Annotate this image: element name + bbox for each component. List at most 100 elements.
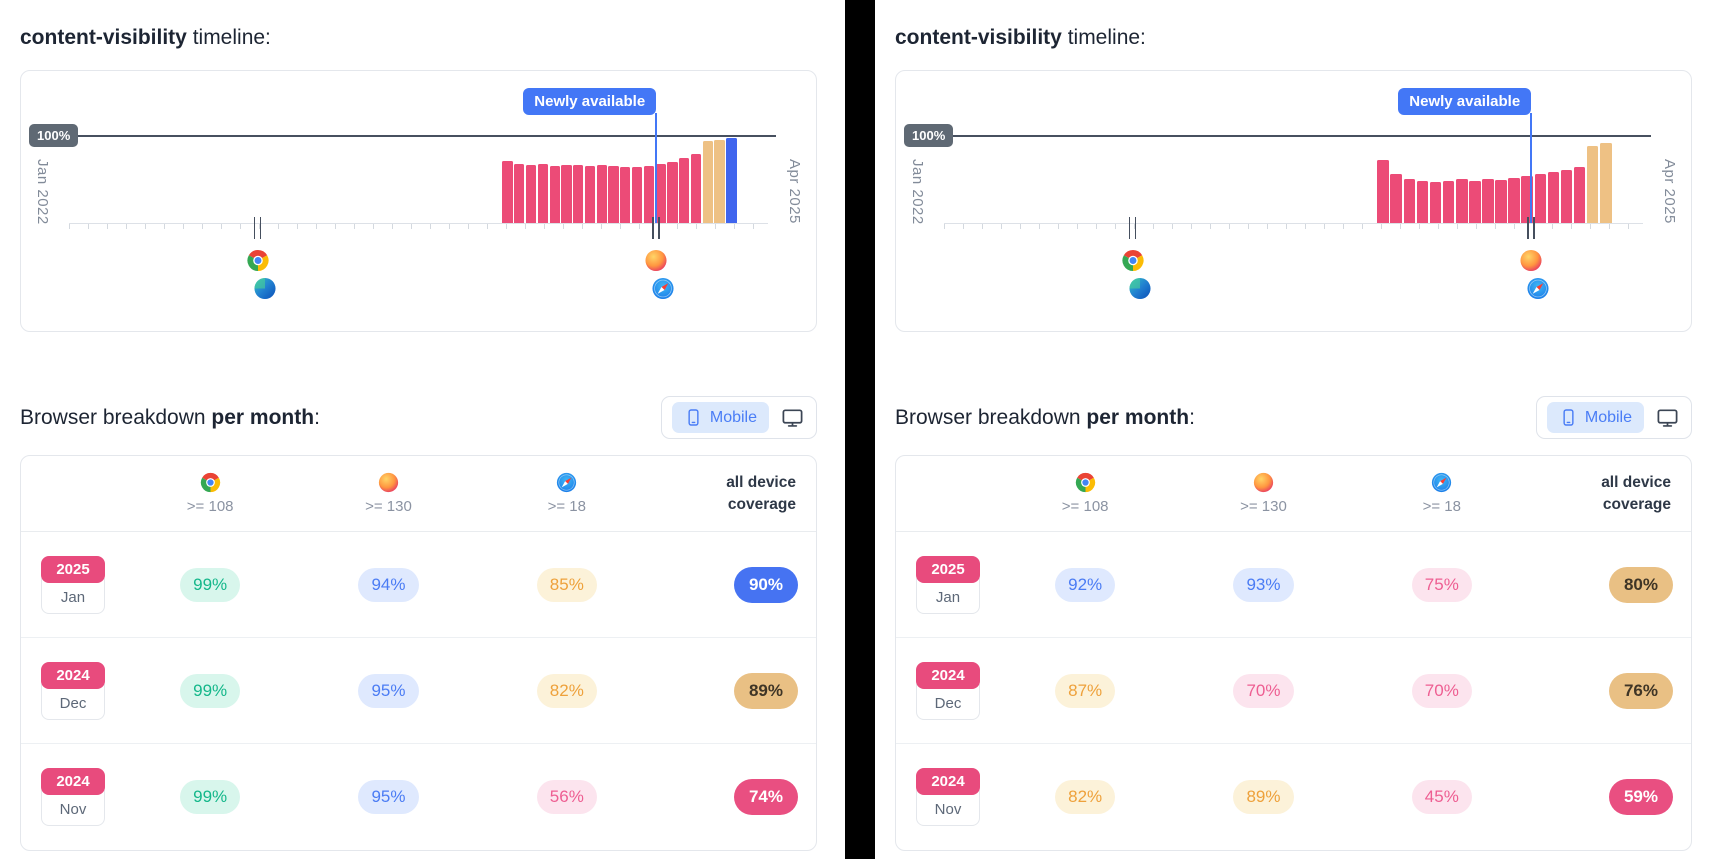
support-cell: 70%: [1174, 673, 1352, 708]
breakdown-title-suffix: :: [1189, 405, 1195, 429]
chrome-icon: [1121, 249, 1144, 272]
edge-icon: [253, 277, 276, 300]
year-label: 2024: [916, 768, 980, 795]
year-month-badge: 2025 Jan: [916, 555, 980, 614]
timeline-bar: [502, 161, 513, 223]
breakdown-table: >= 108 >= 130 >= 18 all device coverage 20…: [20, 455, 817, 851]
timeline-bar: [620, 166, 631, 223]
support-cell: 89%: [1174, 780, 1352, 814]
support-percentage: 87%: [1055, 673, 1116, 708]
timeline-axis: [944, 223, 1643, 224]
month-label: Jan: [41, 577, 105, 614]
newly-available-line: [655, 113, 658, 223]
device-toggle: Mobile: [1535, 396, 1692, 439]
month-cell: 2024 Nov: [896, 768, 996, 826]
timeline-bar: [1416, 180, 1429, 223]
timeline-bar: [667, 162, 678, 223]
year-month-badge: 2024 Nov: [41, 768, 105, 826]
chrome-icon: [200, 472, 221, 493]
coverage-cell: 59%: [1531, 779, 1691, 815]
timeline-end-label: Apr 2025: [1661, 159, 1678, 224]
coverage-column-header: all device coverage: [1531, 472, 1691, 515]
timeline-bar: [1573, 166, 1586, 223]
timeline-bar: [1455, 179, 1468, 223]
mobile-toggle-label: Mobile: [709, 408, 757, 426]
safari-icon: [556, 472, 577, 493]
timeline-bar: [1495, 179, 1507, 223]
feature-panel: content-visibility timeline: 100% Newly …: [0, 0, 845, 859]
mobile-toggle-label: Mobile: [1584, 408, 1632, 426]
coverage-label-line2: coverage: [727, 495, 796, 513]
month-cell: 2024 Nov: [21, 768, 121, 826]
phone-icon: [1559, 408, 1578, 427]
timeline-bar: [1599, 142, 1612, 223]
timeline-bar: [1586, 145, 1599, 223]
month-label: Nov: [41, 790, 105, 826]
timeline-bar: [1482, 179, 1494, 223]
browser-min-version: >= 108: [1061, 498, 1109, 515]
feature-title: content-visibility timeline:: [895, 26, 1692, 50]
support-cell: 99%: [121, 673, 299, 708]
desktop-toggle-button[interactable]: [1654, 404, 1681, 431]
support-percentage: 99%: [180, 567, 241, 602]
edge-icon: [1128, 277, 1151, 300]
coverage-cell: 74%: [656, 779, 816, 815]
support-cell: 85%: [478, 567, 656, 602]
coverage-column-header: all device coverage: [656, 472, 816, 515]
timeline-bar: [596, 164, 607, 223]
support-percentage: 94%: [358, 567, 419, 602]
coverage-percentage: 74%: [733, 779, 798, 815]
support-percentage: 45%: [1411, 780, 1472, 814]
timeline-bar: [1560, 170, 1573, 223]
hundred-percent-badge: 100%: [904, 124, 954, 147]
timeline-bar: [631, 166, 643, 223]
support-percentage: 56%: [536, 780, 597, 814]
support-percentage: 82%: [1055, 780, 1116, 814]
support-percentage: 89%: [1233, 780, 1294, 814]
hundred-percent-line: [908, 135, 1651, 137]
support-percentage: 70%: [1233, 673, 1294, 708]
timeline-bar: [1442, 180, 1455, 223]
mobile-toggle-button[interactable]: Mobile: [1546, 402, 1644, 433]
feature-name: content-visibility: [895, 26, 1062, 49]
breakdown-title-suffix: :: [314, 405, 320, 429]
month-label: Dec: [916, 683, 980, 720]
timeline-start-label: Jan 2022: [34, 159, 51, 225]
browser-min-version: >= 18: [547, 498, 586, 515]
column-header-safari: >= 18: [478, 472, 656, 515]
breakdown-header: Browser breakdown per month: Mobile: [20, 396, 817, 439]
support-cell: 92%: [996, 567, 1174, 602]
month-label: Nov: [916, 790, 980, 826]
timeline-bar: [514, 164, 525, 223]
firefox-marker: [1520, 249, 1543, 272]
timeline-bar: [679, 157, 690, 223]
year-month-badge: 2024 Dec: [916, 661, 980, 720]
table-row: 2024 Dec 99% 95% 82% 89%: [21, 638, 816, 744]
desktop-toggle-button[interactable]: [779, 404, 806, 431]
coverage-cell: 90%: [656, 566, 816, 603]
firefox-icon: [645, 249, 668, 272]
support-percentage: 70%: [1411, 673, 1472, 708]
support-percentage: 99%: [180, 673, 241, 708]
breakdown-table: >= 108 >= 130 >= 18 all device coverage 20…: [895, 455, 1692, 851]
support-percentage: 93%: [1233, 567, 1294, 602]
support-cell: 75%: [1353, 567, 1531, 602]
support-cell: 82%: [478, 673, 656, 708]
table-header-row: >= 108 >= 130 >= 18 all device coverage: [21, 456, 816, 532]
mobile-toggle-button[interactable]: Mobile: [671, 402, 769, 433]
edge-marker: [1128, 277, 1151, 300]
feature-panel: content-visibility timeline: 100% Newly …: [875, 0, 1720, 859]
firefox-icon: [1253, 472, 1274, 493]
timeline-bar: [561, 164, 572, 223]
month-cell: 2025 Jan: [21, 555, 121, 614]
feature-title-rest: timeline:: [1061, 26, 1146, 49]
coverage-label-line2: coverage: [1602, 495, 1671, 513]
timeline-card: 100% Newly available Jan 2022 Apr 2025: [895, 70, 1692, 332]
timeline-bar: [525, 164, 537, 223]
column-header-safari: >= 18: [1353, 472, 1531, 515]
table-body: 2025 Jan 99% 94% 85% 90% 2024 Dec 99% 95% 82% 89% 20…: [21, 532, 816, 850]
timeline-start-label: Jan 2022: [909, 159, 926, 225]
table-row: 2024 Nov 99% 95% 56% 74%: [21, 744, 816, 850]
timeline-bar: [573, 164, 584, 223]
firefox-icon: [378, 472, 399, 493]
